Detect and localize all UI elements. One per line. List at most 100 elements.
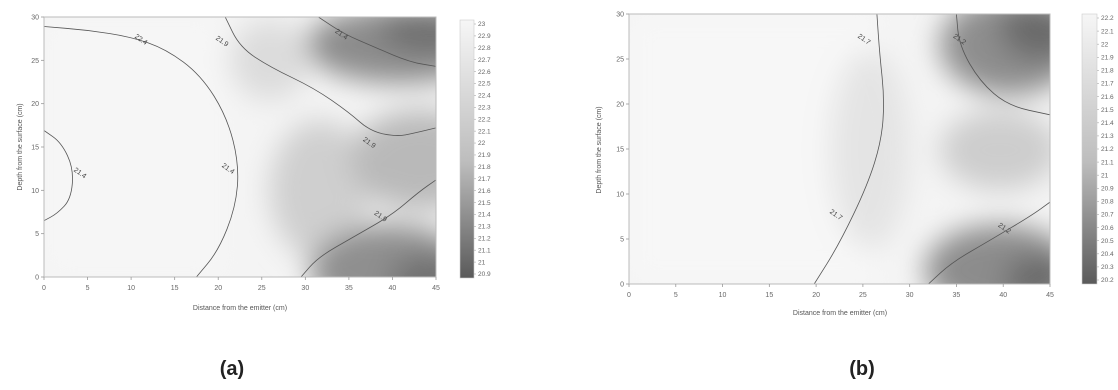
heatmap-b-field xyxy=(629,14,1050,284)
colorbar-b-gradient xyxy=(1081,13,1098,285)
colorbar-tick-label: 21.2 xyxy=(478,235,491,242)
contour-line xyxy=(224,17,436,136)
x-tick-label: 35 xyxy=(953,292,961,299)
colorbar-b-ticks: 22.2 22.1 22 21.9 21.8 21.7 21.6 21.5 21.4 21.3 21… xyxy=(1097,15,1114,284)
colorbar-tick-label: 20.5 xyxy=(1101,238,1114,245)
colorbar-tick-label: 21.3 xyxy=(478,224,491,231)
x-tick-label: 5 xyxy=(674,292,678,299)
contour-line xyxy=(928,201,1050,284)
contours-a xyxy=(44,17,436,277)
panel-label-a: (a) xyxy=(220,358,244,380)
colorbar-tick-label: 22.6 xyxy=(478,69,491,76)
colorbar-tick-label: 21.1 xyxy=(478,247,491,254)
x-tick-label: 15 xyxy=(171,285,179,292)
x-axis-label-a: Distance from the emitter (cm) xyxy=(193,305,287,312)
contours-b xyxy=(813,14,1050,284)
colorbar-tick-label: 22.7 xyxy=(478,57,491,64)
y-tick-label: 15 xyxy=(31,145,39,152)
panel-b: 21.721.221.221.7 0 5 10 15 20 25 30 35 40 45 0510… xyxy=(596,12,1114,381)
colorbar-tick-label: 22.1 xyxy=(1101,28,1114,35)
colorbar-tick-label: 20.3 xyxy=(1101,264,1114,271)
colorbar-tick-label: 21 xyxy=(1101,172,1109,179)
x-tick-label: 25 xyxy=(859,292,867,299)
x-tick-label: 25 xyxy=(258,285,266,292)
y-tick-label: 15 xyxy=(616,147,624,154)
colorbar-tick-label: 21.7 xyxy=(1101,81,1114,88)
colorbar-tick-label: 21.8 xyxy=(1101,68,1114,75)
y-tick-label: 0 xyxy=(35,275,39,282)
x-tick-label: 0 xyxy=(627,292,631,299)
x-axis-label-b: Distance from the emitter (cm) xyxy=(793,310,887,317)
y-axis-label-a: Depth from the surface (cm) xyxy=(17,103,24,190)
x-tick-label: 45 xyxy=(432,285,440,292)
colorbar-tick-label: 21 xyxy=(478,259,486,266)
colorbar-tick-label: 20.9 xyxy=(478,271,491,278)
panel-a: 22.421.421.921.921.421.921.4 0 5 10 15 20 25 3… xyxy=(17,15,491,381)
colorbar-tick-label: 22.9 xyxy=(478,33,491,40)
colorbar-tick-label: 22.5 xyxy=(478,81,491,88)
colorbar-tick-label: 22 xyxy=(1101,41,1109,48)
colorbar-tick-label: 21.2 xyxy=(1101,146,1114,153)
contour-line xyxy=(44,130,73,222)
colorbar-tick-label: 22.8 xyxy=(478,45,491,52)
colorbar-tick-label: 20.7 xyxy=(1101,212,1114,219)
colorbar-tick-label: 20.6 xyxy=(1101,225,1114,232)
colorbar-tick-label: 21.9 xyxy=(1101,55,1114,62)
contour-line xyxy=(318,17,436,67)
x-tick-label: 35 xyxy=(345,285,353,292)
x-tick-label: 5 xyxy=(86,285,90,292)
x-tick-label: 10 xyxy=(719,292,727,299)
x-tick-label: 45 xyxy=(1046,292,1054,299)
colorbar-tick-label: 21.1 xyxy=(1101,159,1114,166)
panel-label-b: (b) xyxy=(849,358,875,380)
contour-line xyxy=(813,14,884,284)
colorbar-a-ticks: 23 22.9 22.8 22.7 22.6 22.5 22.4 22.3 22.2 22.1 22… xyxy=(474,21,491,278)
y-tick-label: 5 xyxy=(35,231,39,238)
y-tick-label: 10 xyxy=(31,188,39,195)
colorbar-tick-label: 21.6 xyxy=(1101,94,1114,101)
y-axis-b: 0 5 10 15 20 25 30 xyxy=(616,12,629,289)
colorbar-tick-label: 22.1 xyxy=(478,128,491,135)
colorbar-tick-label: 20.4 xyxy=(1101,251,1114,258)
colorbar-tick-label: 22.2 xyxy=(1101,15,1114,22)
colorbar-tick-label: 22.2 xyxy=(478,116,491,123)
x-tick-label: 40 xyxy=(999,292,1007,299)
x-axis-b: 0 5 10 15 20 25 30 35 40 45 xyxy=(627,284,1054,299)
colorbar-tick-label: 21.6 xyxy=(478,188,491,195)
x-tick-label: 10 xyxy=(127,285,135,292)
y-axis-a: 0 5 10 15 20 25 30 xyxy=(31,15,44,282)
colorbar-tick-label: 21.4 xyxy=(1101,120,1114,127)
colorbar-tick-label: 21.5 xyxy=(478,200,491,207)
colorbar-tick-label: 20.8 xyxy=(1101,199,1114,206)
colorbar-tick-label: 20.2 xyxy=(1101,277,1114,284)
colorbar-tick-label: 21.8 xyxy=(478,164,491,171)
contour-line xyxy=(44,26,239,277)
y-tick-label: 25 xyxy=(31,58,39,65)
colorbar-tick-label: 22.4 xyxy=(478,93,491,100)
x-tick-label: 15 xyxy=(765,292,773,299)
contour-line xyxy=(956,14,1050,116)
x-tick-label: 30 xyxy=(906,292,914,299)
colorbar-tick-label: 21.5 xyxy=(1101,107,1114,114)
colorbar-tick-label: 21.9 xyxy=(478,152,491,159)
x-tick-label: 20 xyxy=(812,292,820,299)
y-axis-label-b: Depth from the surface (cm) xyxy=(596,106,603,193)
x-tick-label: 20 xyxy=(214,285,222,292)
x-axis-a: 0 5 10 15 20 25 30 35 40 45 xyxy=(42,277,440,292)
colorbar-tick-label: 20.9 xyxy=(1101,186,1114,193)
x-tick-label: 30 xyxy=(301,285,309,292)
heatmap-a-field xyxy=(44,17,436,277)
colorbar-tick-label: 21.3 xyxy=(1101,133,1114,140)
colorbar-tick-label: 21.4 xyxy=(478,212,491,219)
x-tick-label: 0 xyxy=(42,285,46,292)
x-tick-label: 40 xyxy=(389,285,397,292)
y-tick-label: 25 xyxy=(616,57,624,64)
colorbar-tick-label: 22 xyxy=(478,140,486,147)
y-tick-label: 20 xyxy=(31,101,39,108)
y-tick-label: 30 xyxy=(31,15,39,22)
colorbar-b: 22.2 22.1 22 21.9 21.8 21.7 21.6 21.5 21.4 21.3 21… xyxy=(1081,13,1114,285)
y-tick-label: 30 xyxy=(616,12,624,19)
colorbar-tick-label: 21.7 xyxy=(478,176,491,183)
y-tick-label: 10 xyxy=(616,192,624,199)
